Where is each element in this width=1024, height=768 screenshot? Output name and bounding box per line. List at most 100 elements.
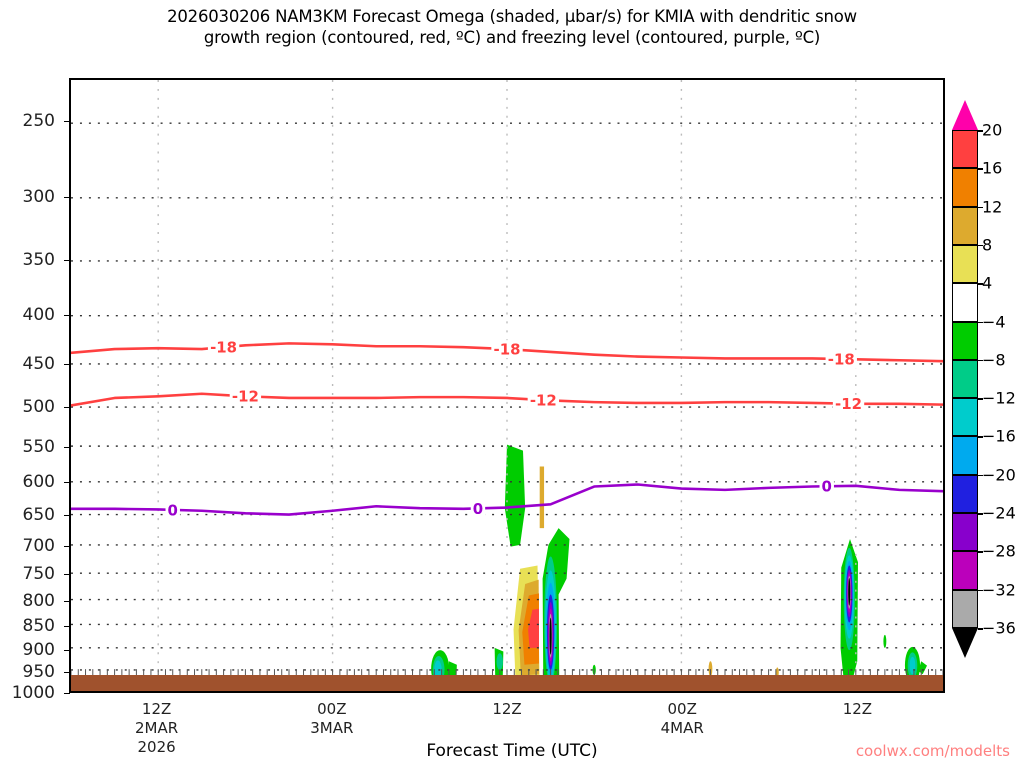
watermark: coolwx.com/modelts [855, 742, 1010, 760]
contour-label-dendritic-snow-growth-lower: -12 [232, 388, 259, 406]
y-axis-tick-label: 900 [22, 639, 55, 660]
gridlines-layer [71, 80, 943, 691]
y-axis-tick-label: 450 [22, 353, 55, 374]
colorbar-band[interactable] [952, 398, 978, 437]
colorbar-band[interactable] [952, 589, 978, 628]
colorbar-band[interactable] [952, 513, 978, 552]
omega-blob-upper-ascent-column [504, 444, 526, 547]
y-axis-tick [64, 649, 70, 651]
colorbar-band[interactable] [952, 321, 978, 360]
contour-label-freezing-level: 0 [168, 501, 178, 519]
contour-label-dendritic-snow-growth-upper: -18 [828, 351, 855, 369]
y-axis-tick [64, 545, 70, 547]
y-axis: 250 300 350 400 450 500 550 600 650 700 750 800 850 9… [0, 78, 70, 703]
omega-blob-thin-descent-sliver [539, 466, 545, 529]
contour-dendritic-snow-growth-lower [71, 392, 943, 407]
contour-label-mask [491, 340, 523, 359]
y-axis-tick [64, 574, 70, 576]
x-axis-tick-group: 12Z [492, 700, 521, 719]
colorbar-band[interactable] [952, 130, 978, 169]
omega-blob-green-speck-east [883, 634, 887, 648]
colorbar-tick [978, 283, 983, 285]
y-axis-tick-label: 950 [22, 661, 55, 682]
colorbar-tick [978, 206, 983, 209]
colorbar-tick [978, 513, 983, 515]
x-tick-time: 12Z [141, 700, 172, 718]
y-axis-tick [64, 671, 70, 673]
colorbar-band[interactable] [952, 551, 978, 590]
colorbar-tick [978, 436, 983, 438]
y-axis-tick [64, 363, 70, 365]
x-tick-time: 00Z [317, 700, 347, 718]
colorbar-tick [978, 589, 983, 592]
x-tick-day: 4MAR [660, 719, 704, 737]
contour-label-dendritic-snow-growth-lower: -12 [530, 392, 557, 410]
x-axis-tick-group: 00Z 4MAR [661, 700, 704, 738]
colorbar-tick-label: −28 [982, 541, 1016, 561]
colorbar-arrow-down [952, 628, 978, 658]
omega-shading-layer [431, 444, 928, 691]
contour-freezing-level [71, 483, 943, 516]
colorbar-tick [978, 474, 983, 477]
contour-label-dendritic-snow-growth-upper: -18 [210, 339, 237, 357]
y-axis-tick-label: 400 [22, 305, 55, 326]
x-axis-tick-group: 00Z 3MAR [310, 700, 353, 738]
contour-label-mask [229, 387, 262, 406]
colorbar-band[interactable] [952, 168, 978, 207]
plot-area[interactable]: -18 -18 -18 -12 -12 -12 0 0 0 [69, 78, 945, 693]
colorbar-band[interactable] [952, 206, 978, 245]
colorbar-band[interactable] [952, 474, 978, 514]
contour-label-dendritic-snow-growth-lower: -12 [835, 395, 862, 413]
colorbar-tick-label: 8 [982, 235, 993, 255]
colorbar-tick-label: 16 [982, 158, 1003, 178]
colorbar-tick-label: 12 [982, 197, 1003, 217]
colorbar-tick-label: −16 [982, 426, 1016, 446]
x-tick-time: 12Z [492, 700, 522, 718]
colorbar-tick-label: −32 [982, 580, 1016, 600]
omega-blob-lowlevel-east-tail [918, 661, 928, 675]
colorbar-band[interactable] [952, 359, 978, 399]
contour-label-mask [207, 338, 240, 357]
colorbar-tick-label: −20 [982, 465, 1016, 485]
y-axis-tick-label: 350 [22, 250, 55, 271]
y-axis-tick-label: 600 [22, 472, 55, 493]
colorbar[interactable]: 20 16 12 8 4 −4 −8 −12 −16 −20 −24 −28 −32 −36 [952, 100, 1016, 658]
colorbar-band[interactable] [952, 244, 978, 284]
y-axis-tick [64, 407, 70, 409]
x-tick-time: 00Z [667, 700, 697, 718]
colorbar-tick [978, 551, 983, 553]
colorbar-tick-label: 4 [982, 273, 993, 293]
colorbar-tick [978, 168, 983, 170]
y-axis-tick [64, 693, 70, 694]
y-axis-tick [64, 446, 70, 448]
omega-blob-descent-speck-a [708, 661, 713, 677]
x-axis-tick-group: 12Z [843, 700, 872, 719]
y-axis-tick-label: 300 [22, 186, 55, 207]
x-tick-day: 3MAR [310, 719, 354, 737]
y-axis-tick [64, 625, 70, 627]
y-axis-tick [64, 315, 70, 317]
colorbar-tick-label: −12 [982, 388, 1016, 408]
y-axis-tick [64, 600, 70, 602]
y-axis-tick-label: 750 [22, 564, 55, 585]
y-axis-tick [64, 121, 70, 123]
title-line-1: 2026030206 NAM3KM Forecast Omega (shaded… [167, 7, 857, 26]
contour-label-mask [825, 350, 857, 368]
colorbar-tick [978, 321, 983, 324]
omega-blob-lowlevel-mid-l2 [496, 653, 503, 670]
y-axis-tick-label: 850 [22, 615, 55, 636]
contour-label-mask [527, 391, 560, 409]
y-axis-tick-label: 550 [22, 436, 55, 457]
y-axis-tick [64, 196, 70, 198]
y-axis-tick-label: 1000 [11, 683, 55, 703]
colorbar-tick [978, 130, 983, 132]
colorbar-band[interactable] [952, 436, 978, 475]
contour-label-mask [819, 477, 834, 496]
colorbar-tick-label: −36 [982, 618, 1016, 638]
colorbar-band[interactable] [952, 283, 978, 322]
x-tick-time: 12Z [842, 700, 873, 718]
omega-blob-ascent-core [549, 617, 552, 655]
title-line-2: growth region (contoured, red, ºC) and f… [203, 28, 821, 47]
omega-blob-descent-l4 [528, 608, 539, 648]
x-axis-title: Forecast Time (UTC) [426, 741, 598, 761]
